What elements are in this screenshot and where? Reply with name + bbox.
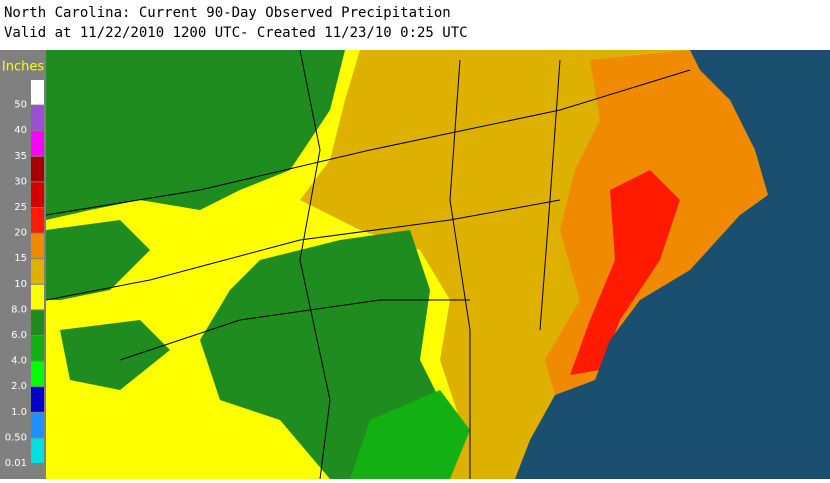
- red-zone: [570, 170, 680, 375]
- green-zone: [46, 50, 345, 220]
- legend: 50 40 35 30 25 20 15 10 8.0 6.0 4.0 2.0 1.0 0.50 0.01: [5, 80, 44, 469]
- legend-swatch: [31, 387, 44, 412]
- legend-label: 20: [14, 228, 27, 239]
- legend-swatch: [31, 412, 44, 438]
- legend-swatch: [31, 131, 44, 156]
- subtitle: Valid at 11/22/2010 1200 UTC- Created 11…: [4, 25, 468, 41]
- ocean: [515, 50, 830, 479]
- legend-label: 50: [14, 100, 27, 111]
- boundary-line: [299, 49, 331, 480]
- legend-label: 2.0: [11, 381, 27, 392]
- boundary-line: [119, 299, 470, 361]
- legend-swatch: [31, 182, 44, 207]
- legend-label: 4.0: [11, 356, 27, 367]
- green-zone: [60, 320, 170, 390]
- legend-label: 8.0: [11, 304, 27, 315]
- legend-label: 0.01: [5, 458, 27, 469]
- legend-label: 6.0: [11, 330, 27, 341]
- legend-label: 0.50: [5, 432, 27, 443]
- boundary-line: [539, 59, 561, 331]
- legend-label: 40: [14, 125, 27, 136]
- legend-label: 10: [14, 279, 27, 290]
- legend-swatch: [31, 156, 44, 182]
- boundary-line: [449, 59, 471, 479]
- legend-swatch: [31, 284, 44, 310]
- boundary-line: [45, 199, 561, 301]
- legend-label: 25: [14, 202, 27, 213]
- legend-swatch: [31, 105, 44, 131]
- map: [45, 49, 830, 480]
- green-zone: [350, 390, 470, 479]
- legend-swatch: [31, 80, 44, 105]
- legend-swatch: [31, 208, 44, 233]
- title: North Carolina: Current 90-Day Observed …: [4, 5, 451, 21]
- header-bg: [0, 0, 830, 50]
- legend-unit: Inches: [2, 60, 44, 75]
- legend-label: 35: [14, 151, 27, 162]
- legend-label: 1.0: [11, 407, 27, 418]
- legend-label: 30: [14, 176, 27, 187]
- legend-swatch: [31, 438, 44, 463]
- legend-swatch: [31, 310, 44, 335]
- legend-swatch: [31, 336, 44, 361]
- legend-swatch: [31, 259, 44, 284]
- legend-swatch: [31, 233, 44, 259]
- green-zone: [46, 220, 150, 300]
- legend-label: 15: [14, 253, 27, 264]
- boundary-line: [45, 69, 691, 216]
- legend-swatch: [31, 361, 44, 387]
